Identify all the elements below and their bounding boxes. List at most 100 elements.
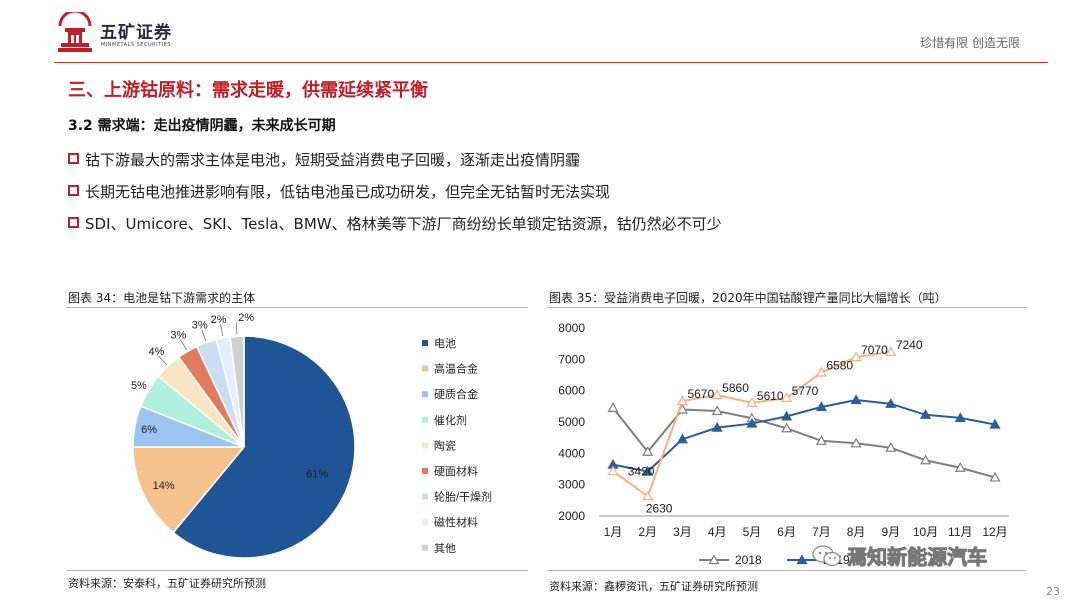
data-point <box>920 409 932 419</box>
legend-swatch <box>422 468 428 474</box>
data-point <box>711 405 723 416</box>
pie-chart: 61%14%6%5%4%3%3% 2% 2%电池高温合金硬质合金催化剂陶瓷硬面材料轮… <box>131 312 492 559</box>
data-point <box>781 422 793 433</box>
pie-leader-line <box>220 324 224 337</box>
y-tick-label: 6000 <box>558 384 585 398</box>
data-point <box>989 471 1001 482</box>
figure-34-source: 资料来源：安泰科，五矿证券研究所预测 <box>68 577 266 590</box>
pie-leader-line <box>201 329 207 341</box>
figure-34-title: 图表 34：电池是钴下游需求的主体 <box>68 291 256 305</box>
data-point <box>954 462 966 472</box>
y-tick-label: 2000 <box>558 509 585 523</box>
pie-leader-line <box>180 339 187 350</box>
data-point <box>920 454 932 465</box>
data-point <box>954 412 966 423</box>
data-point <box>607 402 619 412</box>
figure-35-source: 资料来源：鑫椤资讯，五矿证券研究所预测 <box>549 580 758 593</box>
x-tick-label: 10月 <box>913 525 938 539</box>
data-label: 5670 <box>687 387 714 401</box>
legend-swatch <box>422 442 428 449</box>
data-point <box>711 389 723 400</box>
data-point <box>676 433 688 444</box>
page-number: 23 <box>1046 585 1060 598</box>
data-point <box>746 417 758 428</box>
minmetals-logo-icon <box>58 12 92 52</box>
pie-slice <box>132 446 246 534</box>
pie-leader-line <box>235 322 238 335</box>
pie-data-label: 5% <box>131 380 147 392</box>
x-tick-label: 12月 <box>982 525 1007 539</box>
legend-label: 其他 <box>434 542 456 555</box>
legend-marker <box>796 554 808 565</box>
data-point <box>989 418 1001 429</box>
legend-label: 磁性材料 <box>434 515 478 529</box>
bullet-square-icon <box>68 185 79 196</box>
bullet-text: 钴下游最大的需求主体是电池，短期受益消费电子回暖，逐渐走出疫情阴霾 <box>85 151 581 169</box>
figure-35-bottom-rule <box>547 570 1027 571</box>
data-label: 7240 <box>896 338 923 352</box>
pie-data-label: 6% <box>141 424 157 436</box>
data-point <box>850 351 862 362</box>
data-point <box>781 392 793 402</box>
header-divider <box>54 62 1048 63</box>
data-point <box>815 366 827 377</box>
bullet-text: SDI、Umicore、SKI、Tesla、BMW、格林美等下游厂商纷纷长单锁定… <box>85 215 722 233</box>
pie-slice <box>229 335 245 448</box>
legend-marker <box>708 554 720 565</box>
x-tick-label: 8月 <box>847 525 866 539</box>
legend-label: 催化剂 <box>434 413 467 427</box>
legend-label: 2018 <box>735 553 762 567</box>
x-tick-label: 2月 <box>638 525 657 539</box>
data-label: 6580 <box>826 358 853 372</box>
data-point <box>781 410 793 421</box>
data-point <box>676 395 688 406</box>
data-point <box>885 441 897 452</box>
watermark-text: 焉知新能源汽车 <box>847 545 988 570</box>
legend-swatch <box>422 519 428 526</box>
legend-swatch <box>422 416 428 423</box>
y-tick-label: 7000 <box>558 352 585 366</box>
x-tick-label: 9月 <box>881 525 900 539</box>
wechat-icon <box>812 544 841 566</box>
figure-34-top-rule <box>66 307 528 308</box>
x-tick-label: 1月 <box>604 525 623 539</box>
data-point <box>885 346 897 356</box>
data-label: 7070 <box>861 343 888 357</box>
legend-label: 高温合金 <box>434 362 478 376</box>
legend-swatch <box>422 391 428 398</box>
series-line <box>612 399 996 473</box>
data-label: 5860 <box>722 381 749 395</box>
x-tick-label: 4月 <box>708 525 727 539</box>
data-point <box>642 465 654 476</box>
legend-label: 陶瓷 <box>434 438 456 452</box>
bullet-square-icon <box>68 153 79 164</box>
bullet-item: 钴下游最大的需求主体是电池，短期受益消费电子回暖，逐渐走出疫情阴霾 <box>68 149 580 170</box>
bullet-text: 长期无钴电池推进影响有限，低钴电池虽已成功研发，但完全无钴暂时无法实现 <box>85 183 611 201</box>
data-label: 5610 <box>757 389 784 403</box>
pie-data-label: 3% <box>192 319 208 331</box>
x-tick-label: 3月 <box>673 525 692 539</box>
data-point <box>850 437 862 448</box>
data-point <box>642 446 654 456</box>
pie-data-label: 14% <box>153 480 175 492</box>
y-tick-label: 4000 <box>558 446 585 460</box>
watermark: 焉知新能源汽车 <box>812 541 988 570</box>
bullet-item: 长期无钴电池推进影响有限，低钴电池虽已成功研发，但完全无钴暂时无法实现 <box>68 181 610 202</box>
data-point <box>642 490 654 501</box>
bullet-item: SDI、Umicore、SKI、Tesla、BMW、格林美等下游厂商纷纷长单锁定… <box>68 213 722 234</box>
y-tick-label: 3000 <box>558 478 585 492</box>
y-tick-label: 8000 <box>558 321 585 335</box>
x-tick-label: 5月 <box>743 525 762 539</box>
figure-35-top-rule <box>547 307 1027 308</box>
legend-label: 轮胎/干燥剂 <box>434 490 492 504</box>
slogan: 珍惜有限 创造无限 <box>920 36 1020 50</box>
brand-name-en: MINMETALS SECURITIES <box>101 42 171 48</box>
pie-data-label: 4% <box>148 346 164 358</box>
data-label: 5770 <box>792 384 819 398</box>
pie-data-label: 2% <box>238 312 254 324</box>
legend-label: 硬面材料 <box>434 464 478 478</box>
data-label: 3420 <box>628 465 655 479</box>
series-line <box>612 407 996 479</box>
legend-swatch <box>422 365 428 372</box>
sub-title: 3.2 需求端：走出疫情阴霾，未来成长可期 <box>68 118 336 134</box>
